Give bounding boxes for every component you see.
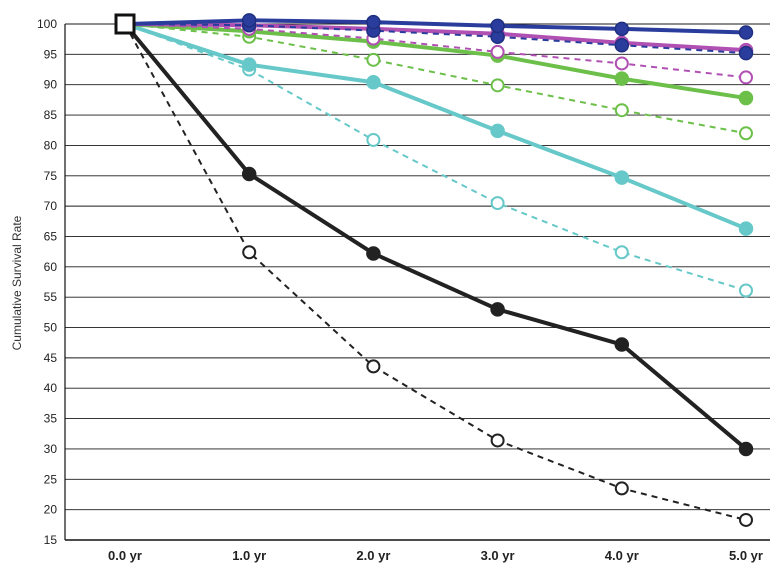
- series-line-3: [124, 23, 747, 79]
- series-line-1: [124, 23, 747, 55]
- series-5-point: [614, 103, 629, 118]
- series-0-point: [366, 14, 381, 30]
- x-tick-label: 1.0 yr: [232, 548, 266, 563]
- y-tick-label: 35: [44, 412, 58, 426]
- y-tick-label: 65: [44, 229, 58, 243]
- series-3-point: [739, 70, 753, 85]
- series-line-8: [123, 22, 748, 451]
- series-1-point: [614, 37, 630, 53]
- x-tick-label: 0.0 yr: [108, 548, 142, 563]
- x-tick-label: 4.0 yr: [605, 548, 639, 563]
- series-6-point: [241, 57, 257, 72]
- series-7-point: [614, 245, 629, 260]
- y-tick-label: 100: [37, 17, 57, 31]
- y-tick-label: 50: [44, 321, 58, 335]
- x-tick-label: 3.0 yr: [481, 548, 515, 563]
- series-9-point: [242, 245, 257, 260]
- x-tick-labels: 0.0 yr 1.0 yr 2.0 yr 3.0 yr 4.0 yr 5.0 yr: [108, 548, 763, 563]
- series-9-point: [614, 481, 629, 496]
- y-tick-label: 30: [44, 442, 58, 456]
- series-9-point: [490, 433, 505, 448]
- series-8-point: [738, 441, 754, 457]
- series-7-point: [490, 196, 505, 211]
- series-0-point: [614, 21, 630, 37]
- series-3-point: [490, 44, 505, 59]
- series-line-6: [124, 22, 747, 231]
- series-8-point: [366, 246, 381, 261]
- series-0-point: [490, 18, 505, 34]
- series-5-point: [366, 52, 381, 67]
- start-square-marker: [114, 13, 136, 35]
- y-tick-labels: 15 20 25 30 35 40 45 50 55 60 65 70 75 80 85 90 95 100: [37, 17, 57, 547]
- series-8-point: [490, 302, 505, 317]
- series-3-point: [614, 56, 629, 71]
- series-6-point: [614, 170, 630, 185]
- y-tick-label: 80: [44, 138, 58, 152]
- y-tick-label: 60: [44, 260, 58, 274]
- series-7-point: [739, 283, 753, 298]
- x-tick-label: 2.0 yr: [356, 548, 390, 563]
- y-tick-label: 90: [44, 78, 58, 92]
- series-9-point: [366, 359, 381, 374]
- series-line-4: [124, 22, 747, 101]
- series-6-point: [738, 221, 754, 236]
- series-6-point: [366, 75, 381, 90]
- series-4-point: [614, 71, 630, 86]
- series-line-9: [124, 23, 747, 521]
- y-tick-label: 20: [44, 503, 58, 517]
- y-tick-label: 85: [44, 108, 58, 122]
- y-tick-label: 55: [44, 290, 58, 304]
- series-7-point: [366, 132, 381, 147]
- series-8-point: [241, 166, 257, 182]
- series-0-point: [738, 25, 754, 40]
- y-tick-label: 45: [44, 351, 58, 365]
- y-axis-label: Cumulative Survival Rate: [10, 215, 24, 350]
- series-9-point: [739, 512, 753, 527]
- y-tick-label: 75: [44, 169, 58, 183]
- series-line-0: [124, 18, 747, 35]
- series-line-7: [124, 23, 747, 292]
- series-markers: [241, 13, 754, 527]
- series-5-point: [739, 126, 753, 141]
- series-8-point: [614, 337, 630, 352]
- y-tick-label: 70: [44, 199, 58, 213]
- series-5-point: [490, 78, 505, 93]
- y-tick-label: 15: [44, 533, 58, 547]
- x-tick-label: 5.0 yr: [729, 548, 763, 563]
- series-6-point: [490, 123, 505, 139]
- series-lines: [123, 18, 748, 521]
- series-4-point: [738, 90, 754, 106]
- series-0-point: [241, 13, 257, 28]
- series-line-5: [124, 23, 747, 135]
- series-1-point: [738, 45, 754, 61]
- y-tick-label: 95: [44, 47, 58, 61]
- y-tick-label: 25: [44, 472, 58, 486]
- y-tick-label: 40: [44, 381, 58, 395]
